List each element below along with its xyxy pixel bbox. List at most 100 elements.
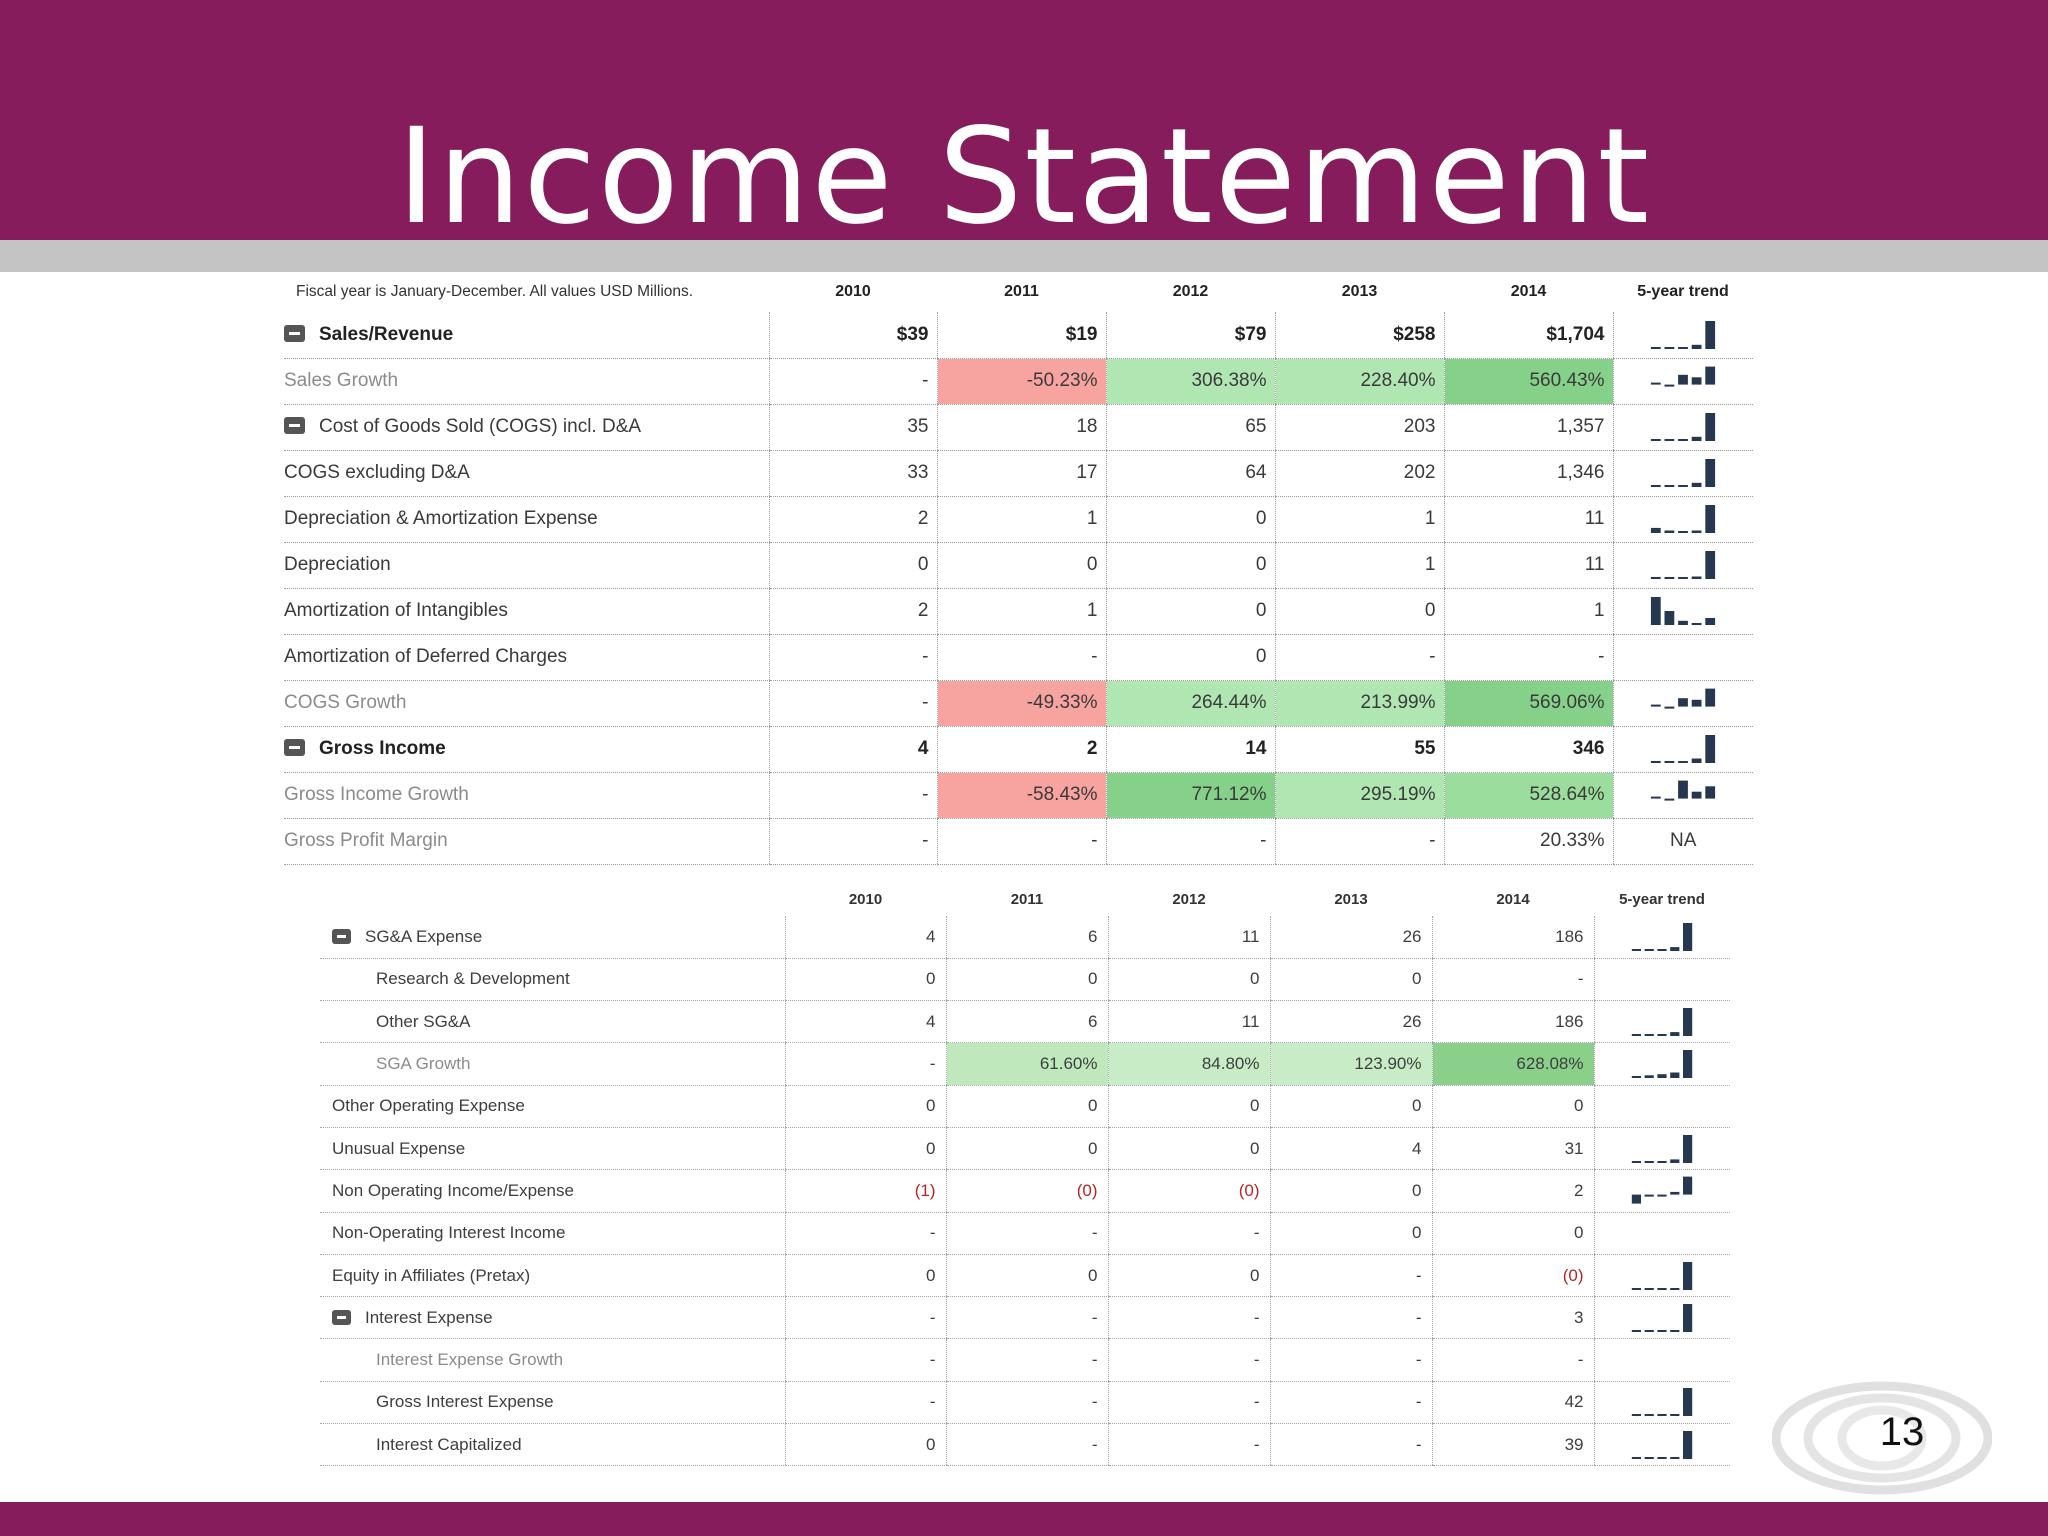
row-label: Other Operating Expense [332, 1096, 525, 1116]
trend-bar [1670, 1072, 1680, 1079]
value-cell: 26 [1269, 1000, 1432, 1044]
trend-bar [1651, 346, 1661, 349]
trend-cell: NA [1612, 818, 1753, 865]
collapse-toggle-icon[interactable] [332, 928, 351, 944]
value-cell: 42 [1431, 1381, 1594, 1425]
value-cell: - [1269, 1296, 1432, 1340]
row-label: Sales Growth [284, 370, 399, 391]
trend-sparkline [1632, 1007, 1693, 1036]
trend-bar [1691, 758, 1702, 763]
trend-bar [1644, 1033, 1655, 1036]
value-cell: 0 [1274, 588, 1444, 635]
collapse-toggle-icon[interactable] [284, 417, 305, 434]
value-cell: 11 [1443, 496, 1613, 543]
value-cell: - [945, 1212, 1108, 1255]
table-row: Sales/Revenue $39 $19 $79 $258 $1,704 [284, 312, 1753, 359]
trend-cell [1593, 1212, 1730, 1255]
year-header: 2012 [1172, 890, 1206, 908]
table-row: Gross Profit Margin - - - -20.33% NA [284, 818, 1753, 865]
value-cell: (0) [1431, 1254, 1594, 1298]
value-cell: 6 [945, 916, 1108, 959]
value-cell: 0 [1269, 1169, 1432, 1213]
value-cell: - [1269, 1423, 1432, 1467]
value-cell: - [784, 1212, 946, 1255]
value-cell: 1 [936, 588, 1106, 635]
value-cell: 346 [1443, 726, 1613, 773]
row-label-cell: SGA Growth [320, 1042, 785, 1086]
value-cell: 186 [1431, 1000, 1594, 1044]
value-cell: 1 [936, 496, 1106, 543]
trend-bar [1691, 623, 1702, 625]
value-cell: 186 [1431, 916, 1594, 959]
value-cell: - [768, 634, 937, 681]
value-cell: 0 [1107, 1254, 1270, 1298]
table-header-row: Fiscal year is January-December. All val… [284, 272, 1753, 312]
row-label-cell: SG&A Expense [320, 916, 785, 959]
trend-bar [1664, 761, 1675, 763]
value-cell: 18 [936, 404, 1106, 451]
year-header: 2010 [848, 890, 883, 908]
trend-bar [1705, 320, 1716, 349]
row-label: SG&A Expense [365, 926, 483, 946]
trend-bar [1670, 1159, 1680, 1163]
row-label-cell: COGS Growth [284, 680, 769, 727]
value-cell: - [945, 1381, 1108, 1425]
trend-bar [1705, 505, 1716, 533]
value-cell: - [945, 1296, 1108, 1340]
table-row: Research & Development 0 0 0 0- [320, 958, 1730, 1002]
trend-bar [1691, 530, 1702, 533]
row-label: Interest Expense [365, 1307, 493, 1327]
table-row: Amortization of Deferred Charges - -0- - [284, 634, 1753, 681]
row-label-cell: Interest Expense [320, 1296, 785, 1340]
value-cell: 4 [1269, 1127, 1432, 1171]
trend-cell [1612, 680, 1753, 727]
value-cell: 0 [1431, 1085, 1594, 1128]
value-cell: 0 [1105, 496, 1275, 543]
trend-cell [1612, 358, 1753, 405]
value-cell: - [1269, 1254, 1432, 1298]
value-cell: - [945, 1423, 1108, 1467]
value-cell: - [784, 1381, 946, 1425]
trend-cell [1593, 1338, 1730, 1382]
row-label-cell: Amortization of Deferred Charges [284, 634, 769, 681]
value-cell: - [784, 1042, 946, 1086]
table-row: Interest Expense - - - -3 [320, 1296, 1730, 1340]
row-label-cell: Interest Capitalized [320, 1423, 785, 1467]
slide-title: Income Statement [396, 100, 1652, 254]
value-cell: - [1443, 634, 1613, 681]
trend-cell [1612, 496, 1753, 543]
value-cell: 0 [1105, 542, 1275, 589]
title-banner-stripe [0, 240, 2048, 272]
row-label-cell: Cost of Goods Sold (COGS) incl. D&A [284, 404, 769, 451]
trend-bar [1664, 485, 1675, 487]
table-row: Other Operating Expense 0 0 0 0 0 [320, 1085, 1730, 1128]
trend-bar [1644, 1287, 1655, 1290]
value-cell: - [1107, 1296, 1270, 1340]
trend-cell [1593, 1042, 1730, 1086]
row-label: Depreciation [284, 554, 391, 575]
row-label: Amortization of Deferred Charges [284, 646, 568, 667]
row-label-cell: Gross Profit Margin [284, 818, 769, 865]
value-cell: 0 [784, 1127, 946, 1171]
trend-bar [1644, 1414, 1655, 1417]
trend-bar [1670, 1287, 1680, 1290]
value-cell: 1 [1274, 496, 1444, 543]
value-cell: - [1107, 1381, 1270, 1425]
trend-cell [1612, 542, 1753, 589]
trend-bar [1664, 346, 1675, 349]
collapse-toggle-icon[interactable] [284, 739, 305, 756]
row-label: Depreciation & Amortization Expense [284, 508, 598, 529]
collapse-toggle-icon[interactable] [332, 1309, 351, 1325]
value-cell: 2 [1431, 1169, 1594, 1213]
trend-bar [1683, 1303, 1693, 1332]
trend-cell [1593, 1127, 1730, 1171]
trend-bar [1651, 439, 1661, 441]
trend-bar [1651, 597, 1661, 625]
collapse-toggle-icon[interactable] [284, 324, 305, 342]
trend-bar [1683, 1050, 1693, 1079]
trend-sparkline [1651, 505, 1716, 533]
trend-bar [1657, 1287, 1667, 1290]
value-cell: 213.99% [1274, 680, 1444, 727]
trend-bar [1651, 704, 1661, 707]
value-cell: 0 [1269, 958, 1432, 1002]
